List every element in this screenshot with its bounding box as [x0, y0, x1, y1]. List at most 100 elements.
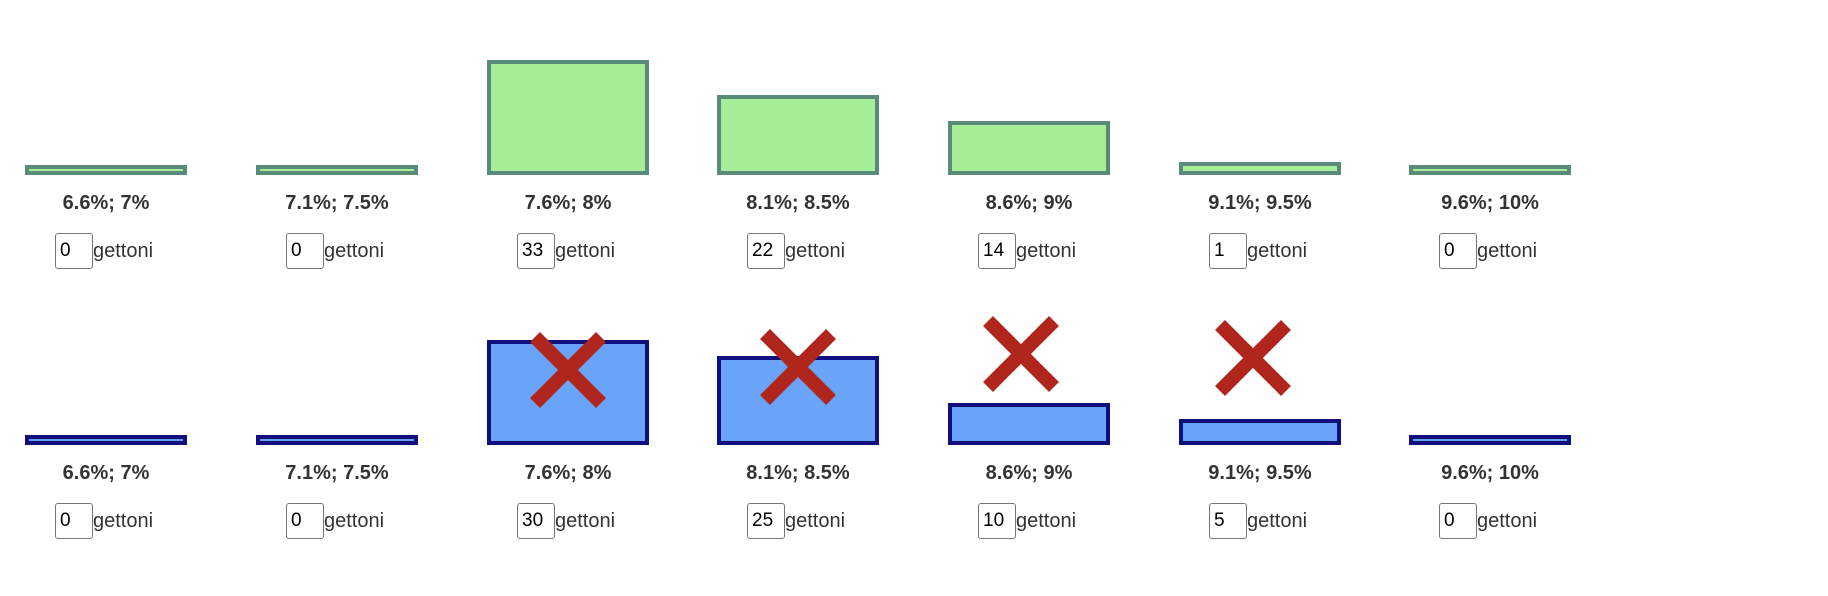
- bottom-bin-label: 8.1%; 8.5%: [746, 462, 850, 484]
- bottom-bin-token-input[interactable]: [1209, 503, 1247, 539]
- top-bin-bar: [948, 120, 1110, 175]
- top-bin-plot: [25, 40, 187, 175]
- top-bin-bar: [256, 165, 418, 175]
- top-bin-plot: [487, 40, 649, 175]
- bottom-bin-token-input[interactable]: [286, 503, 324, 539]
- top-bin-label: 6.6%; 7%: [62, 192, 150, 214]
- bottom-bin-token-input[interactable]: [517, 503, 555, 539]
- top-bin-column: 9.6%; 10% gettoni: [1409, 0, 1571, 270]
- bottom-bin-column: 6.6%; 7% gettoni: [25, 270, 187, 540]
- top-bin-token-input[interactable]: [747, 233, 785, 269]
- bottom-bin-bar: [487, 339, 649, 445]
- top-bin-label: 9.1%; 9.5%: [1208, 192, 1312, 214]
- token-unit-label: gettoni: [1477, 509, 1538, 532]
- top-bin-plot: [717, 40, 879, 175]
- bottom-bin-plot: [1179, 310, 1341, 445]
- top-bin-token-field: gettoni: [1209, 232, 1307, 270]
- bottom-bin-column: 9.6%; 10% gettoni: [1409, 270, 1571, 540]
- x-cross-icon: [983, 316, 1059, 392]
- bottom-bin-label: 7.1%; 7.5%: [285, 462, 389, 484]
- bottom-bin-plot: [487, 310, 649, 445]
- top-bin-column: 7.6%; 8% gettoni: [487, 0, 649, 270]
- bottom-bin-token-input[interactable]: [747, 503, 785, 539]
- bottom-bin-token-input[interactable]: [1439, 503, 1477, 539]
- token-unit-label: gettoni: [1016, 239, 1077, 262]
- bottom-bin-token-field: gettoni: [517, 502, 615, 540]
- bottom-bin-bar: [948, 403, 1110, 445]
- x-cross-icon: [530, 332, 606, 408]
- bottom-bin-column: 7.1%; 7.5% gettoni: [256, 270, 418, 540]
- bottom-bin-column: 8.6%; 9% gettoni: [948, 270, 1110, 540]
- top-bin-token-input[interactable]: [286, 233, 324, 269]
- top-bin-bar: [1179, 161, 1341, 175]
- top-bin-token-field: gettoni: [978, 232, 1076, 270]
- bottom-bin-label: 6.6%; 7%: [62, 462, 150, 484]
- bottom-bin-column: 9.1%; 9.5% gettoni: [1179, 270, 1341, 540]
- token-unit-label: gettoni: [785, 509, 846, 532]
- top-bin-label: 8.6%; 9%: [985, 192, 1073, 214]
- bottom-bin-token-field: gettoni: [1439, 502, 1537, 540]
- bottom-bin-column: 7.6%; 8% gettoni: [487, 270, 649, 540]
- top-bin-token-input[interactable]: [1209, 233, 1247, 269]
- top-bin-bar: [1409, 165, 1571, 175]
- token-unit-label: gettoni: [324, 509, 385, 532]
- bottom-bin-plot: [25, 310, 187, 445]
- top-bin-plot: [256, 40, 418, 175]
- bottom-bin-label: 7.6%; 8%: [524, 462, 612, 484]
- token-unit-label: gettoni: [93, 239, 154, 262]
- top-bin-column: 8.1%; 8.5% gettoni: [717, 0, 879, 270]
- bottom-bin-bar: [256, 435, 418, 445]
- bottom-bin-bar: [1409, 435, 1571, 445]
- top-bin-token-input[interactable]: [978, 233, 1016, 269]
- x-cross-icon: [1215, 320, 1291, 396]
- token-unit-label: gettoni: [1247, 239, 1308, 262]
- x-cross-icon: [760, 329, 836, 405]
- bottom-bin-bar: [25, 435, 187, 445]
- bottom-bin-token-field: gettoni: [1209, 502, 1307, 540]
- bottom-bin-plot: [948, 310, 1110, 445]
- top-bin-token-field: gettoni: [747, 232, 845, 270]
- bottom-bin-token-field: gettoni: [747, 502, 845, 540]
- bottom-bin-plot: [1409, 310, 1571, 445]
- bottom-bin-bar: [717, 355, 879, 445]
- bottom-bin-token-field: gettoni: [286, 502, 384, 540]
- top-bin-label: 7.6%; 8%: [524, 192, 612, 214]
- token-unit-label: gettoni: [324, 239, 385, 262]
- token-unit-label: gettoni: [1247, 509, 1308, 532]
- token-unit-label: gettoni: [555, 509, 616, 532]
- top-bin-bar: [25, 165, 187, 175]
- bottom-bin-plot: [717, 310, 879, 445]
- top-bin-column: 6.6%; 7% gettoni: [25, 0, 187, 270]
- top-bin-token-input[interactable]: [1439, 233, 1477, 269]
- top-bin-column: 9.1%; 9.5% gettoni: [1179, 0, 1341, 270]
- top-histogram-row: 6.6%; 7% gettoni 7.1%; 7.5% gettoni 7.6%…: [0, 0, 1828, 270]
- top-bin-column: 8.6%; 9% gettoni: [948, 0, 1110, 270]
- top-bin-label: 7.1%; 7.5%: [285, 192, 389, 214]
- top-bin-label: 9.6%; 10%: [1441, 192, 1539, 214]
- token-unit-label: gettoni: [555, 239, 616, 262]
- top-bin-label: 8.1%; 8.5%: [746, 192, 850, 214]
- top-bin-token-field: gettoni: [286, 232, 384, 270]
- top-bin-bar: [717, 95, 879, 175]
- bottom-bin-token-field: gettoni: [55, 502, 153, 540]
- bottom-bin-token-input[interactable]: [55, 503, 93, 539]
- top-bin-token-field: gettoni: [1439, 232, 1537, 270]
- bottom-bin-column: 8.1%; 8.5% gettoni: [717, 270, 879, 540]
- bottom-bin-token-field: gettoni: [978, 502, 1076, 540]
- top-bin-token-field: gettoni: [55, 232, 153, 270]
- top-bin-bar: [487, 60, 649, 175]
- top-bin-token-input[interactable]: [55, 233, 93, 269]
- top-bin-plot: [948, 40, 1110, 175]
- top-bin-token-input[interactable]: [517, 233, 555, 269]
- bottom-bin-label: 8.6%; 9%: [985, 462, 1073, 484]
- bottom-bin-plot: [256, 310, 418, 445]
- bottom-bin-label: 9.1%; 9.5%: [1208, 462, 1312, 484]
- top-bin-plot: [1179, 40, 1341, 175]
- bottom-bin-label: 9.6%; 10%: [1441, 462, 1539, 484]
- token-unit-label: gettoni: [1016, 509, 1077, 532]
- token-unit-label: gettoni: [1477, 239, 1538, 262]
- bottom-histogram-row: 6.6%; 7% gettoni 7.1%; 7.5% gettoni 7.6%…: [0, 270, 1828, 540]
- top-bin-plot: [1409, 40, 1571, 175]
- bottom-bin-token-input[interactable]: [978, 503, 1016, 539]
- top-bin-column: 7.1%; 7.5% gettoni: [256, 0, 418, 270]
